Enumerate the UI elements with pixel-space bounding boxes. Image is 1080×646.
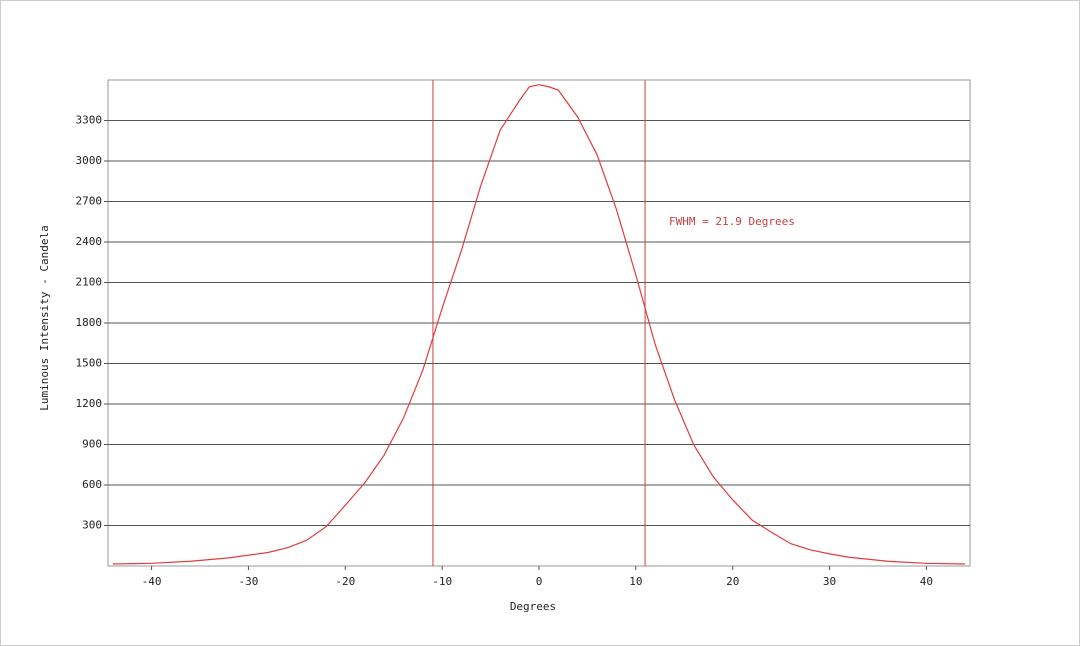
y-axis-label: Luminous Intensity - Candela xyxy=(38,225,51,410)
x-tick-label: -10 xyxy=(432,575,452,588)
y-tick-label: 1500 xyxy=(76,357,103,370)
y-tick-label: 300 xyxy=(82,519,102,532)
y-tick-label: 1200 xyxy=(76,397,103,410)
x-tick-label: -30 xyxy=(239,575,259,588)
y-tick-label: 3300 xyxy=(76,114,103,127)
x-tick-label: 30 xyxy=(823,575,836,588)
y-tick-label: 900 xyxy=(82,438,102,451)
annotation: FWHM = 21.9 Degrees xyxy=(669,215,795,228)
x-tick-label: -40 xyxy=(142,575,162,588)
x-tick-label: 0 xyxy=(536,575,543,588)
y-tick-label: 1800 xyxy=(76,316,103,329)
y-tick-label: 3000 xyxy=(76,154,103,167)
y-tick-label: 2700 xyxy=(76,195,103,208)
x-tick-label: 10 xyxy=(629,575,642,588)
data-line xyxy=(112,84,966,565)
x-tick-label: -20 xyxy=(335,575,355,588)
y-tick-label: 2400 xyxy=(76,235,103,248)
y-tick-label: 600 xyxy=(82,478,102,491)
y-tick-label: 2100 xyxy=(76,276,103,289)
x-tick-label: 20 xyxy=(726,575,739,588)
x-axis-label: Degrees xyxy=(510,600,556,613)
x-tick-label: 40 xyxy=(920,575,933,588)
